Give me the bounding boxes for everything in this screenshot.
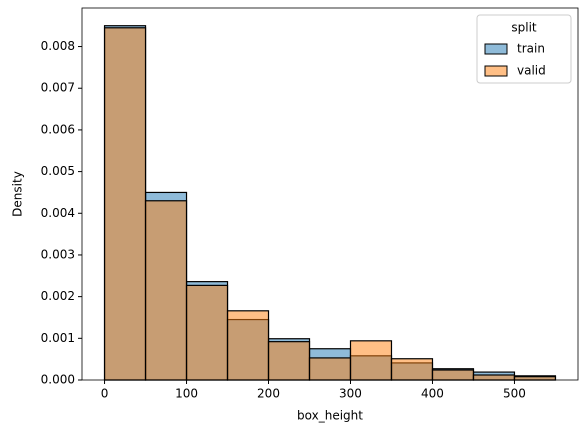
bar — [349, 340, 393, 381]
legend-label: train — [517, 42, 545, 56]
plot-frame — [81, 7, 579, 381]
x-tick-label: 400 — [421, 387, 444, 401]
y-tick-label: 0.002 — [41, 289, 75, 303]
legend: split train valid — [476, 14, 572, 84]
bar — [390, 358, 434, 381]
y-axis-label: Density — [11, 171, 25, 217]
bar — [472, 374, 516, 381]
bar — [144, 200, 188, 381]
bar — [103, 27, 147, 381]
legend-swatch — [484, 65, 508, 77]
bar — [513, 376, 557, 381]
bar — [226, 310, 270, 381]
bar — [431, 369, 475, 381]
x-tick-label: 300 — [339, 387, 362, 401]
x-axis-label: box_height — [297, 409, 363, 423]
legend-swatch — [484, 43, 508, 55]
x-tick-label: 100 — [175, 387, 198, 401]
legend-label: valid — [517, 64, 546, 78]
y-tick-label: 0.000 — [41, 373, 75, 387]
x-tick-label: 500 — [503, 387, 526, 401]
bar — [267, 341, 311, 381]
bar — [185, 284, 229, 381]
legend-title: split — [511, 21, 537, 35]
y-tick-label: 0.007 — [41, 81, 75, 95]
y-tick-label: 0.003 — [41, 247, 75, 261]
y-tick-label: 0.004 — [41, 206, 75, 220]
x-tick-label: 200 — [257, 387, 280, 401]
y-tick-label: 0.006 — [41, 122, 75, 136]
y-tick-label: 0.008 — [41, 39, 75, 53]
bar — [308, 357, 352, 381]
y-tick-label: 0.005 — [41, 164, 75, 178]
y-tick-label: 0.001 — [41, 331, 75, 345]
x-tick-label: 0 — [101, 387, 109, 401]
